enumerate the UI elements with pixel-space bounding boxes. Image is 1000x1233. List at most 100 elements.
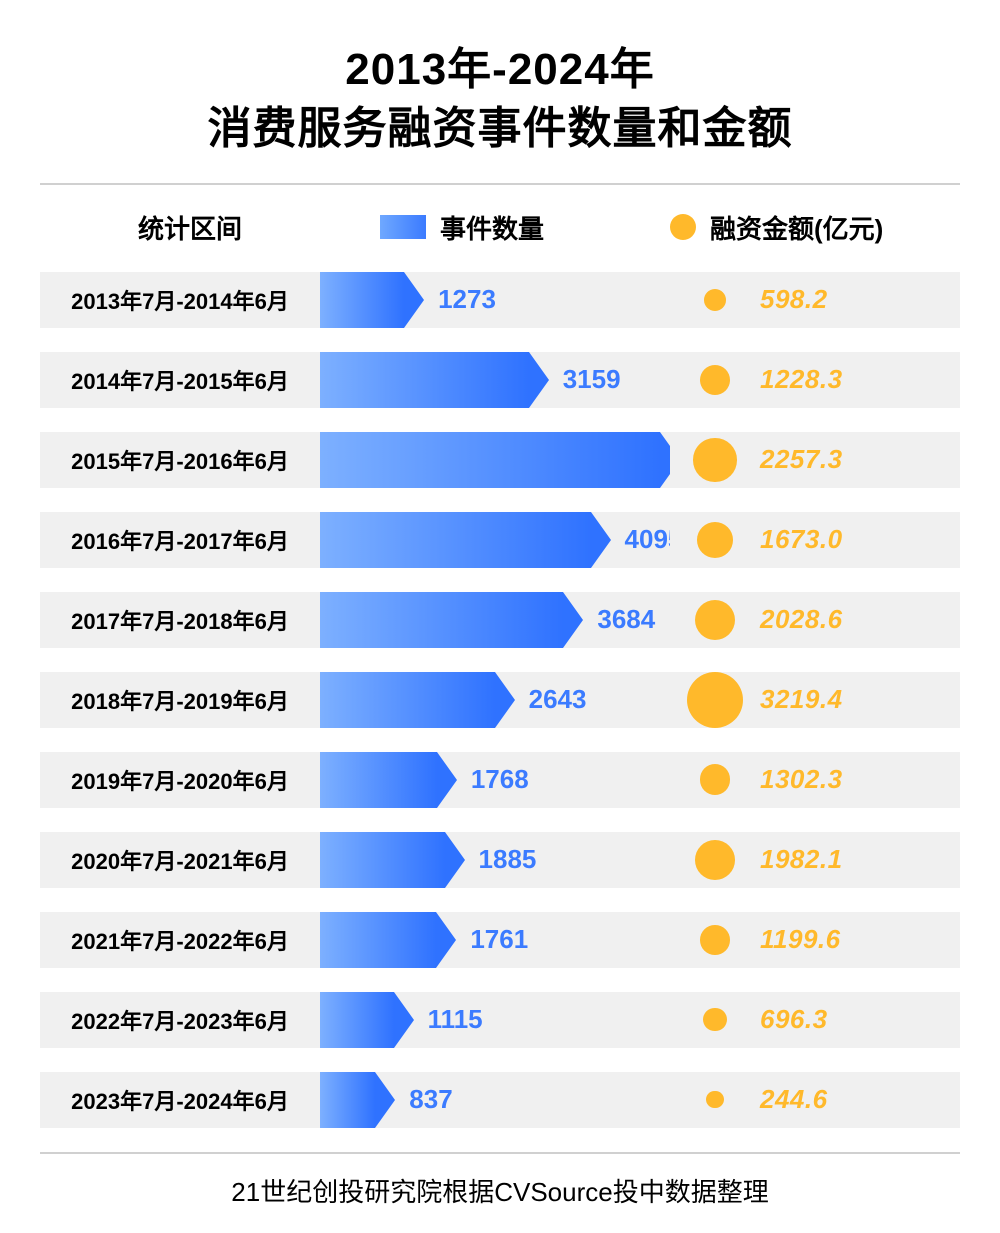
bar-track: 3684	[320, 592, 670, 648]
bar-fill	[320, 272, 404, 328]
count-value: 837	[409, 1084, 452, 1115]
amount-cell: 696.3	[670, 992, 960, 1048]
amount-value: 2257.3	[760, 444, 843, 475]
amount-cell: 244.6	[670, 1072, 960, 1128]
amount-dot-wrap	[670, 1091, 760, 1108]
chart-title: 2013年-2024年 消费服务融资事件数量和金额	[30, 40, 970, 159]
period-label: 2014年7月-2015年6月	[40, 352, 320, 408]
amount-dot-wrap	[670, 438, 760, 481]
amount-cell: 1199.6	[670, 912, 960, 968]
legend-period-header: 统计区间	[40, 209, 320, 246]
period-label: 2016年7月-2017年6月	[40, 512, 320, 568]
period-label: 2013年7月-2014年6月	[40, 272, 320, 328]
amount-dot-wrap	[670, 925, 760, 955]
period-label: 2017年7月-2018年6月	[40, 592, 320, 648]
amount-cell: 2028.6	[670, 592, 960, 648]
legend-amount: 融资金额(亿元)	[670, 209, 960, 246]
count-value: 2643	[529, 684, 587, 715]
chart-row: 2016年7月-2017年6月4095 1673.0	[40, 508, 960, 572]
bar-track: 1273	[320, 272, 670, 328]
amount-cell: 1302.3	[670, 752, 960, 808]
amount-value: 1199.6	[760, 924, 841, 955]
count-value: 1768	[471, 764, 529, 795]
chart-row: 2020年7月-2021年6月 1885 1982.1	[40, 828, 960, 892]
bar-track: 2643	[320, 672, 670, 728]
amount-dot	[695, 840, 735, 880]
bar-track: 5146	[320, 432, 670, 488]
bar-fill	[320, 832, 445, 888]
amount-dot	[700, 764, 731, 795]
chart-row: 2015年7月-2016年6月5146 2257.3	[40, 428, 960, 492]
amount-dot-wrap	[670, 289, 760, 311]
divider-bottom	[40, 1152, 960, 1154]
bar-track: 1768	[320, 752, 670, 808]
period-label: 2021年7月-2022年6月	[40, 912, 320, 968]
count-value: 1273	[438, 284, 496, 315]
chart-row: 2022年7月-2023年6月 1115 696.3	[40, 988, 960, 1052]
legend-count: 事件数量	[320, 209, 670, 246]
chart-row: 2023年7月-2024年6月 837 244.6	[40, 1068, 960, 1132]
bar-fill	[320, 672, 495, 728]
bar-fill	[320, 592, 563, 648]
title-line1: 2013年-2024年	[345, 45, 654, 94]
chart-row: 2017年7月-2018年6月 3684 2028.6	[40, 588, 960, 652]
amount-dot	[700, 365, 730, 395]
chart-rows: 2013年7月-2014年6月 1273 598.2 2014年7月-2015年6月 3…	[40, 268, 960, 1132]
amount-cell: 1673.0	[670, 512, 960, 568]
amount-dot	[703, 1008, 726, 1031]
bar-fill	[320, 1072, 375, 1128]
legend-amount-label: 融资金额(亿元)	[710, 209, 883, 246]
period-label: 2015年7月-2016年6月	[40, 432, 320, 488]
bar-fill	[320, 992, 394, 1048]
bar-fill	[320, 432, 660, 488]
title-line2: 消费服务融资事件数量和金额	[208, 104, 793, 153]
chart-row: 2019年7月-2020年6月17681302.3	[40, 748, 960, 812]
period-label: 2020年7月-2021年6月	[40, 832, 320, 888]
amount-cell: 1982.1	[670, 832, 960, 888]
count-value: 3684	[597, 604, 655, 635]
bar-track: 837	[320, 1072, 670, 1128]
amount-value: 3219.4	[760, 684, 843, 715]
period-label: 2018年7月-2019年6月	[40, 672, 320, 728]
amount-dot	[695, 600, 735, 640]
legend-bar-swatch	[380, 215, 426, 239]
amount-cell: 2257.3	[670, 432, 960, 488]
count-value: 1115	[428, 1004, 483, 1035]
amount-cell: 3219.4	[670, 672, 960, 728]
bar-fill	[320, 512, 591, 568]
amount-value: 244.6	[760, 1084, 828, 1115]
chart-row: 2014年7月-2015年6月31591228.3	[40, 348, 960, 412]
amount-value: 1982.1	[760, 844, 843, 875]
amount-value: 1673.0	[760, 524, 843, 555]
chart-row: 2013年7月-2014年6月 1273 598.2	[40, 268, 960, 332]
count-value: 1885	[479, 844, 537, 875]
period-label: 2023年7月-2024年6月	[40, 1072, 320, 1128]
amount-value: 598.2	[760, 284, 828, 315]
bar-track: 1761	[320, 912, 670, 968]
chart-row: 2018年7月-2019年6月 2643 3219.4	[40, 668, 960, 732]
bar-fill	[320, 912, 436, 968]
source-text: 21世纪创投研究院根据CVSource投中数据整理	[30, 1172, 970, 1209]
bar-track: 3159	[320, 352, 670, 408]
divider-top	[40, 183, 960, 185]
bar-track: 1115	[320, 992, 670, 1048]
amount-dot-wrap	[670, 600, 760, 640]
amount-dot-wrap	[670, 522, 760, 558]
legend: 统计区间 事件数量 融资金额(亿元)	[40, 209, 960, 246]
chart-row: 2021年7月-2022年6月1761 1199.6	[40, 908, 960, 972]
amount-dot	[687, 672, 743, 728]
amount-dot	[704, 289, 726, 311]
amount-dot-wrap	[670, 764, 760, 795]
amount-value: 696.3	[760, 1004, 828, 1035]
bar-fill	[320, 752, 437, 808]
bar-fill	[320, 352, 529, 408]
amount-dot	[706, 1091, 723, 1108]
legend-count-label: 事件数量	[440, 209, 544, 246]
count-value: 3159	[563, 364, 621, 395]
legend-dot-swatch	[670, 214, 696, 240]
bar-track: 4095	[320, 512, 670, 568]
amount-dot-wrap	[670, 840, 760, 880]
amount-dot-wrap	[670, 365, 760, 395]
period-label: 2022年7月-2023年6月	[40, 992, 320, 1048]
amount-value: 2028.6	[760, 604, 843, 635]
